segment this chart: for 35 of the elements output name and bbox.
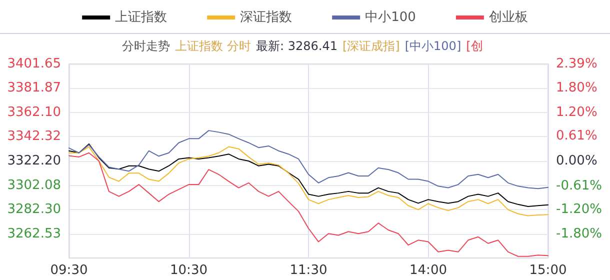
line-series: [68, 146, 548, 216]
text: [深证成指]: [342, 39, 400, 53]
chart-title: 分时走势: [122, 39, 170, 53]
x-tick-label: 14:00: [410, 263, 447, 278]
x-tick-label: 11:30: [290, 263, 328, 278]
legend-label: 创业板: [488, 10, 528, 25]
x-tick-label: 09:30: [50, 263, 88, 278]
y2-tick-label: -1.20%: [556, 202, 602, 218]
y2-tick-label: 1.80%: [556, 80, 598, 96]
y2-tick-label: 0.00%: [556, 154, 598, 168]
text: [创: [466, 39, 483, 53]
legend-label: 上证指数: [115, 10, 168, 25]
y-tick-label: 3342.32: [7, 128, 61, 144]
line-series: [68, 152, 548, 257]
legend-label: 深证指数: [240, 10, 292, 25]
y2-tick-label: 2.39%: [556, 56, 598, 72]
line-series: [68, 143, 548, 207]
text: 最新: 3286.41: [256, 39, 338, 53]
text: [中小100]: [404, 39, 462, 53]
text: 上证指数 分时: [175, 39, 251, 53]
x-tick-label: 15:00: [529, 263, 567, 278]
y-tick-label: 3282.30: [7, 202, 61, 218]
y-tick-label: 3362.10: [7, 104, 61, 120]
y-tick-label: 3302.08: [7, 178, 61, 194]
legend-label: 中小100: [365, 10, 416, 25]
x-tick-label: 10:30: [170, 263, 208, 278]
y2-tick-label: 1.20%: [556, 104, 598, 120]
y-tick-label: 3322.20: [7, 154, 61, 168]
y-tick-label: 3401.65: [7, 56, 61, 72]
y-tick-label: 3262.53: [7, 226, 61, 242]
y2-tick-label: 0.61%: [556, 128, 598, 144]
y-tick-label: 3381.87: [7, 80, 61, 96]
y2-tick-label: -0.61%: [556, 178, 602, 194]
y2-tick-label: -1.80%: [556, 226, 602, 242]
line-series: [68, 130, 548, 190]
